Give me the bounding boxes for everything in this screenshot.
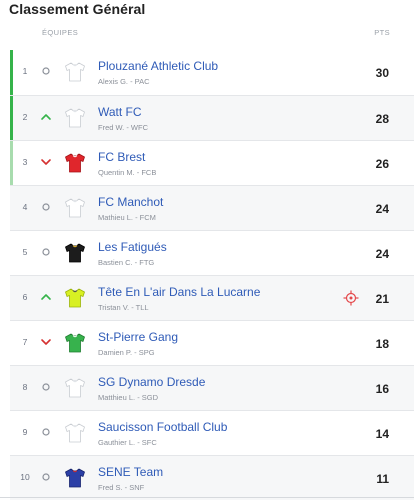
manager-label: Bastien C. - FTG bbox=[98, 258, 155, 267]
manager-label: Gauthier L. - SFC bbox=[98, 438, 157, 447]
team-name-link[interactable]: FC Brest bbox=[98, 150, 146, 164]
trend-same-icon bbox=[42, 248, 50, 256]
jersey-icon bbox=[65, 333, 85, 353]
rank-number: 5 bbox=[22, 247, 28, 257]
table-row[interactable]: 4 FC Manchot Mathieu L. - FCM 24 bbox=[10, 185, 414, 230]
jersey-icon bbox=[65, 288, 85, 308]
target-icon[interactable] bbox=[343, 290, 359, 306]
points-value: 11 bbox=[376, 472, 389, 486]
rank-number: 2 bbox=[22, 112, 28, 122]
page-title: Classement Général bbox=[9, 1, 146, 17]
rank-number: 7 bbox=[22, 337, 28, 347]
trend-same-icon bbox=[42, 67, 50, 75]
trend-down-icon bbox=[41, 339, 51, 345]
team-name-link[interactable]: Plouzané Athletic Club bbox=[98, 59, 219, 73]
points-value: 24 bbox=[375, 202, 389, 216]
points-value: 24 bbox=[375, 247, 389, 261]
team-name-link[interactable]: St-Pierre Gang bbox=[98, 330, 179, 344]
table-row[interactable]: 3 FC Brest Quentin M. - FCB 26 bbox=[10, 140, 414, 185]
jersey-icon bbox=[65, 108, 85, 128]
team-name-link[interactable]: Les Fatigués bbox=[98, 240, 167, 254]
points-value: 30 bbox=[375, 66, 389, 80]
team-name-link[interactable]: SG Dynamo Dresde bbox=[98, 375, 206, 389]
manager-label: Alexis G. - PAC bbox=[98, 77, 150, 86]
manager-label: Damien P. - SPG bbox=[98, 348, 155, 357]
team-name-link[interactable]: FC Manchot bbox=[98, 195, 164, 209]
table-row[interactable]: 1 Plouzané Athletic Club Alexis G. - PAC 30 bbox=[10, 50, 414, 95]
trend-same-icon bbox=[42, 428, 50, 436]
points-value: 28 bbox=[375, 112, 389, 126]
table-row[interactable]: 5 Les Fatigués Bastien C. - FTG 24 bbox=[10, 230, 414, 275]
divider bbox=[0, 497, 414, 498]
manager-label: Quentin M. - FCB bbox=[98, 168, 157, 177]
points-value: 18 bbox=[375, 337, 389, 351]
jersey-icon bbox=[65, 62, 85, 82]
rank-number: 3 bbox=[22, 157, 28, 167]
trend-same-icon bbox=[42, 473, 50, 481]
qualification-bar bbox=[10, 50, 13, 95]
column-header-teams: ÉQUIPES bbox=[42, 28, 79, 37]
table-row[interactable]: 7 St-Pierre Gang Damien P. - SPG 18 bbox=[10, 320, 414, 365]
jersey-icon bbox=[65, 378, 85, 398]
table-row[interactable]: 8 SG Dynamo Dresde Matthieu L. - SGD 16 bbox=[10, 365, 414, 410]
qualification-bar bbox=[10, 141, 13, 185]
rank-number: 4 bbox=[22, 202, 28, 212]
table-header: ÉQUIPES PTS bbox=[0, 28, 414, 42]
points-value: 14 bbox=[375, 427, 389, 441]
jersey-icon bbox=[65, 198, 85, 218]
team-name-link[interactable]: Saucisson Football Club bbox=[98, 420, 228, 434]
table-row[interactable]: 9 Saucisson Football Club Gauthier L. - SF… bbox=[10, 410, 414, 455]
manager-label: Tristan V. - TLL bbox=[98, 303, 149, 312]
table-row[interactable]: 10 SENE Team Fred S. - SNF 11 bbox=[10, 455, 414, 500]
rank-number: 9 bbox=[22, 427, 28, 437]
qualification-bar bbox=[10, 96, 13, 140]
table-row[interactable]: 2 Watt FC Fred W. - WFC 28 bbox=[10, 95, 414, 140]
standings-table: 1 Plouzané Athletic Club Alexis G. - PAC 30… bbox=[10, 50, 414, 500]
manager-label: Fred W. - WFC bbox=[98, 123, 148, 132]
jersey-icon bbox=[65, 423, 85, 443]
manager-label: Matthieu L. - SGD bbox=[98, 393, 159, 402]
trend-down-icon bbox=[41, 159, 51, 165]
jersey-icon bbox=[65, 153, 85, 173]
team-name-link[interactable]: Watt FC bbox=[98, 105, 142, 119]
rank-number: 6 bbox=[22, 292, 28, 302]
trend-up-icon bbox=[41, 294, 51, 300]
team-name-link[interactable]: SENE Team bbox=[98, 465, 164, 479]
team-name-link[interactable]: Tête En L'air Dans La Lucarne bbox=[98, 285, 261, 299]
rank-number: 10 bbox=[20, 472, 30, 482]
jersey-icon bbox=[65, 468, 85, 488]
points-value: 26 bbox=[375, 157, 389, 171]
manager-label: Fred S. - SNF bbox=[98, 483, 145, 492]
jersey-icon bbox=[65, 243, 85, 263]
table-row[interactable]: 6 Tête En L'air Dans La Lucarne Tristan V.… bbox=[10, 275, 414, 320]
rank-number: 1 bbox=[22, 66, 28, 76]
trend-same-icon bbox=[42, 203, 50, 211]
points-value: 16 bbox=[375, 382, 389, 396]
trend-up-icon bbox=[41, 114, 51, 120]
column-header-points: PTS bbox=[374, 28, 390, 37]
rank-number: 8 bbox=[22, 382, 28, 392]
trend-same-icon bbox=[42, 383, 50, 391]
points-value: 21 bbox=[375, 292, 389, 306]
manager-label: Mathieu L. - FCM bbox=[98, 213, 156, 222]
